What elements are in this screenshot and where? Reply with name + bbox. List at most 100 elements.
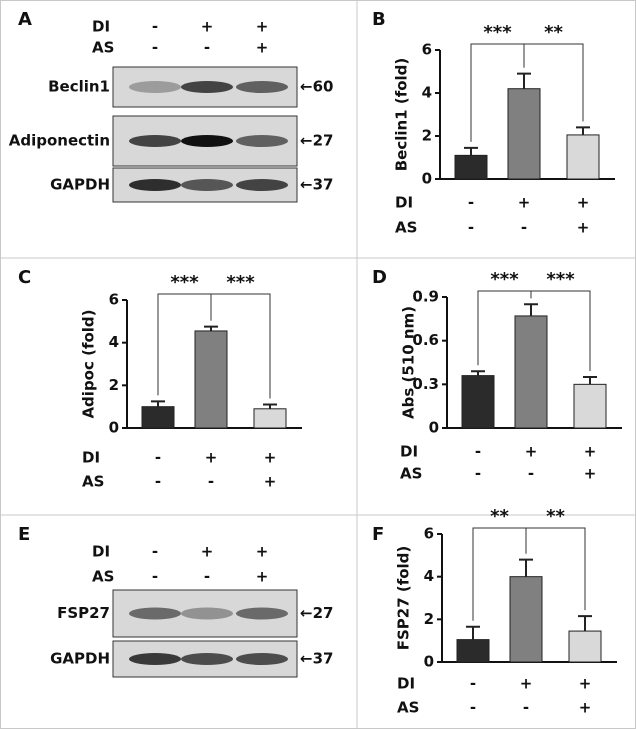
blot-band	[236, 81, 288, 93]
condition-sign: -	[155, 473, 161, 491]
significance-label: ***	[170, 272, 199, 293]
condition-sign: +	[256, 568, 269, 586]
significance-label: **	[544, 22, 563, 43]
y-tick-label: 0.9	[412, 288, 439, 306]
condition-name: DI	[395, 194, 413, 212]
bar	[568, 630, 602, 663]
error-bar	[464, 146, 478, 156]
y-tick-label: 0	[109, 419, 119, 437]
y-tick-label: 4	[424, 567, 434, 585]
blot-band	[129, 179, 181, 191]
significance-label: ***	[546, 269, 575, 290]
blot-band	[236, 653, 288, 665]
band-label: GAPDH	[50, 650, 110, 668]
condition-name: DI	[82, 449, 100, 467]
error-bar	[576, 126, 590, 135]
condition-sign: +	[579, 699, 592, 717]
significance-bracket	[530, 290, 591, 372]
error-bar	[583, 376, 597, 385]
significance-label: **	[546, 506, 565, 527]
error-bar	[151, 400, 165, 407]
bar	[507, 88, 541, 180]
y-tick-label: 2	[109, 376, 119, 394]
y-tick-label: 4	[422, 84, 432, 102]
condition-name: DI	[400, 443, 418, 461]
bar	[566, 134, 600, 180]
condition-sign: -	[152, 568, 158, 586]
bar	[454, 154, 488, 180]
error-bar	[519, 558, 533, 577]
band-label: GAPDH	[50, 176, 110, 194]
condition-sign: -	[152, 543, 158, 561]
blot-band	[181, 607, 233, 620]
bar	[573, 383, 607, 429]
condition-name: DI	[397, 675, 415, 693]
condition-sign: +	[584, 465, 597, 483]
condition-sign: -	[468, 194, 474, 212]
y-axis-label: FSP27 (fold)	[395, 546, 413, 651]
blot-band	[129, 653, 181, 665]
condition-sign: -	[475, 443, 481, 461]
condition-sign: +	[201, 543, 214, 561]
condition-sign: -	[204, 39, 210, 57]
condition-name: AS	[82, 473, 104, 491]
significance-label: ***	[483, 22, 512, 43]
band-marker: ←37	[300, 176, 333, 194]
error-bar	[578, 615, 592, 632]
y-tick-label: 0	[422, 170, 432, 188]
condition-sign: +	[256, 39, 269, 57]
significance-bracket	[523, 43, 584, 122]
blot-band	[129, 135, 181, 147]
condition-sign: -	[204, 568, 210, 586]
condition-sign: -	[155, 449, 161, 467]
bar	[461, 375, 495, 429]
bar	[456, 639, 490, 663]
error-bar	[204, 325, 218, 331]
condition-name: AS	[92, 568, 114, 586]
significance-label: ***	[490, 269, 519, 290]
panel-letter: F	[372, 524, 384, 545]
condition-sign: +	[520, 675, 533, 693]
significance-label: **	[490, 506, 509, 527]
condition-sign: +	[584, 443, 597, 461]
y-axis-label: Beclin1 (fold)	[393, 58, 411, 172]
significance-label: ***	[226, 272, 255, 293]
condition-sign: -	[528, 465, 534, 483]
condition-sign: +	[256, 18, 269, 36]
condition-name: AS	[400, 465, 422, 483]
bar	[509, 576, 543, 663]
bar	[194, 330, 228, 429]
y-axis-label: Abs (510 nm)	[400, 306, 418, 419]
band-marker: ←60	[300, 78, 333, 96]
condition-name: AS	[397, 699, 419, 717]
panel-letter: C	[18, 267, 31, 288]
condition-sign: +	[205, 449, 218, 467]
condition-name: DI	[92, 18, 110, 36]
y-tick-label: 2	[424, 610, 434, 628]
condition-sign: +	[256, 543, 269, 561]
significance-bracket	[210, 293, 271, 399]
condition-sign: +	[264, 449, 277, 467]
bar	[253, 408, 287, 429]
panel-letter: E	[18, 524, 30, 545]
blot-band	[181, 653, 233, 665]
error-bar	[524, 303, 538, 316]
y-tick-label: 0.6	[412, 331, 439, 349]
blot-band	[129, 81, 181, 93]
y-tick-label: 0	[424, 653, 434, 671]
condition-sign: +	[579, 675, 592, 693]
condition-sign: +	[577, 219, 590, 237]
blot-band	[181, 81, 233, 93]
bar	[141, 406, 175, 429]
bar	[514, 315, 548, 429]
condition-sign: -	[152, 39, 158, 57]
condition-sign: -	[523, 699, 529, 717]
error-bar	[263, 403, 277, 409]
band-marker: ←37	[300, 650, 333, 668]
condition-sign: +	[201, 18, 214, 36]
blot-band	[236, 607, 288, 620]
blot-band	[236, 135, 288, 147]
condition-sign: -	[152, 18, 158, 36]
y-axis-label: Adipoc (fold)	[80, 309, 98, 418]
